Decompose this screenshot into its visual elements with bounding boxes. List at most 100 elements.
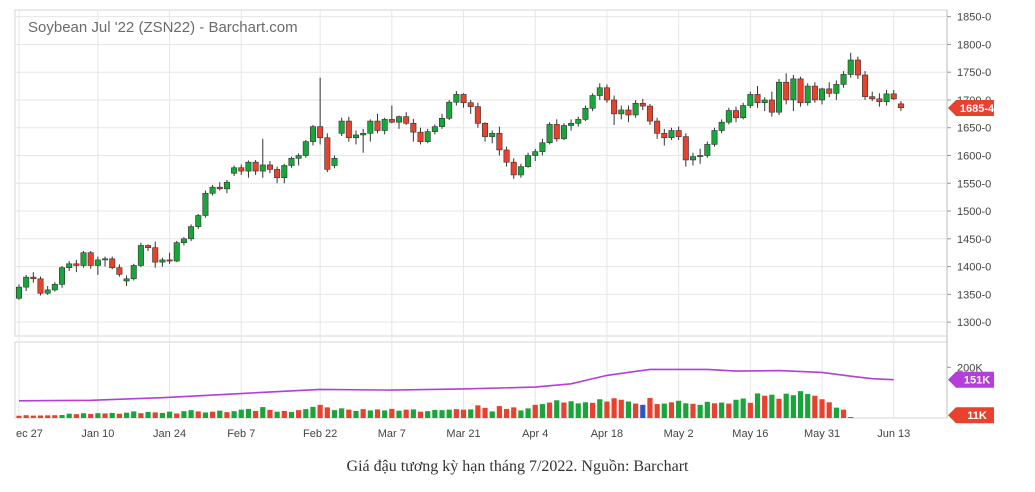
candle [80,251,87,268]
candle-body [732,110,739,119]
candle-body [274,169,281,179]
volume-bar [582,402,589,418]
candle [833,80,840,100]
candle [44,286,51,295]
volume-bar [776,398,782,418]
volume-bar [231,411,237,418]
candle-body [245,161,252,172]
last-price-badge-shape [948,100,994,117]
candle-body [80,252,87,266]
volume-bar [503,408,510,418]
candle [410,118,417,142]
candle-body [66,263,73,268]
candle-body [338,120,345,134]
volume-bar [482,407,488,418]
last-price-badge: 1685-4 [948,100,995,117]
candle-body [44,289,51,294]
candle-body [883,93,890,102]
volume-bar [267,409,273,418]
volume-bar [446,409,452,418]
volume-bar [740,398,746,418]
candle-body [360,132,367,136]
volume-bar [181,411,187,418]
candle-body [302,141,309,156]
candle [811,82,818,103]
volume-bar [88,413,94,418]
candle-body [754,94,761,104]
volume-bar [303,409,309,418]
candle [116,264,123,277]
candle-body [116,267,123,275]
volume-bar [281,410,287,418]
candle [575,116,582,127]
open-interest-badge: 151K [948,371,994,388]
grid-lines [14,9,948,419]
candle-body [295,155,302,159]
candle-body [790,78,797,101]
volume-bar [460,409,467,418]
volume-bar [625,401,632,418]
candle [883,89,890,106]
volume-bar [217,410,223,418]
price-tick-label: 1450-0 [957,234,991,246]
candle [424,128,431,144]
candle [209,184,216,196]
volume-bar [417,411,424,418]
candle-body [546,124,553,144]
candle-body [424,131,431,142]
candle-body [173,242,180,262]
date-tick-label: Mar 21 [446,428,480,440]
candle [618,105,625,120]
candle [388,105,395,124]
volume-bar [453,409,459,418]
candle-body [367,120,374,134]
candle-body [797,78,804,104]
candle-body [776,81,783,113]
chart-title: Soybean Jul '22 (ZSN22) - Barchart.com [28,19,298,36]
volume-bar [403,409,409,418]
candle [847,52,854,78]
candle [403,112,410,125]
candle-body [109,258,116,268]
volume-bar [425,411,431,418]
candle [603,84,610,103]
candle-body [675,130,682,137]
candle-body [216,186,223,190]
last-price-badge-text: 1685-4 [960,103,995,115]
date-tick-label: May 2 [664,428,694,440]
candle-body [417,131,424,142]
volume-badge-shape [948,407,994,424]
candle [145,244,152,252]
candle-body [697,155,704,157]
candle [252,159,259,175]
price-tick-label: 1600-0 [957,151,991,163]
candle-body [403,116,410,124]
candle-body [618,109,625,115]
volume-badge-text: 11K [967,410,987,422]
candle-body [682,136,689,161]
candle-body [611,99,618,115]
candle [123,275,130,287]
candle [776,78,783,115]
volume-bar [159,412,165,418]
price-candles [15,52,904,300]
candle-body [711,130,718,145]
volume-bar [116,413,122,418]
candle [675,126,682,140]
candle [819,87,826,105]
candle [482,122,489,142]
candle [704,141,711,158]
candle [754,86,761,108]
candle [231,165,238,177]
candle-body [59,267,66,285]
candle-body [560,125,567,140]
candle-body [388,119,395,123]
volume-bar [797,391,804,418]
volume-bar [238,409,244,418]
volume-bar [310,406,316,418]
volume-bar [525,408,531,418]
candle [295,153,302,166]
candle [396,115,403,129]
candle [309,124,316,146]
candle [23,274,30,292]
